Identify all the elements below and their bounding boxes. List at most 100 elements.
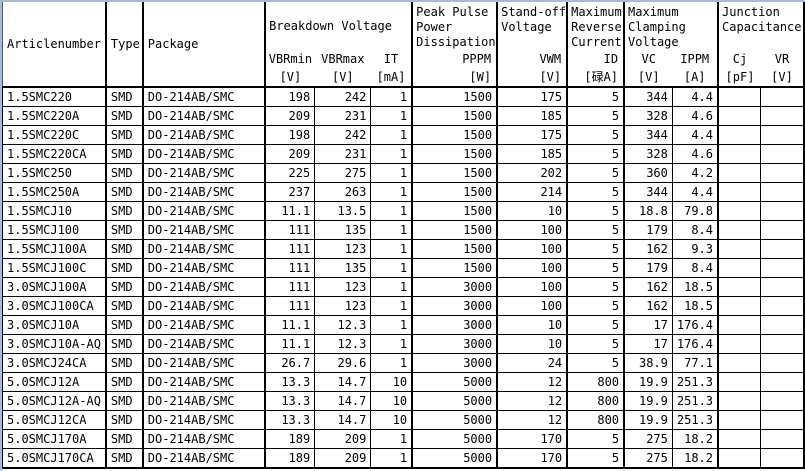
cell-articlenumber: 5.0SMCJ170A [1, 429, 107, 449]
cell-vr [760, 125, 805, 145]
cell-vr [760, 448, 805, 469]
cell-articlenumber: 3.0SMCJ24CA [1, 353, 107, 373]
col-header-articlenumber: Articlenumber [2, 2, 106, 88]
cell-vbr-min: 13.3 [264, 372, 316, 392]
cell-type: SMD [104, 429, 144, 449]
cell-vbr-max: 123 [314, 277, 372, 297]
cell-type: SMD [104, 277, 144, 297]
cell-vbr-max: 275 [314, 163, 372, 183]
cell-vbr-min: 13.3 [264, 410, 316, 430]
cell-ippm: 8.4 [671, 220, 719, 240]
cell-pppm: 1500 [411, 163, 498, 183]
group-header-junction-capacitance: Junction Capacitance [717, 2, 804, 50]
cell-cj [717, 353, 762, 373]
cell-vc: 179 [623, 220, 673, 240]
cell-vbr-max: 135 [314, 220, 372, 240]
cell-ippm: 4.2 [671, 163, 719, 183]
cell-vbr-max: 14.7 [314, 410, 372, 430]
cell-vr [760, 391, 805, 411]
sub-header-cj: Cj [717, 50, 761, 68]
cell-id: 5 [566, 163, 625, 183]
table-row: 1.5SMCJ100 SMD DO-214AB/SMC 111 135 1 1500 100 5… [1, 220, 805, 240]
table-row: 3.0SMCJ100A SMD DO-214AB/SMC 111 123 1 3000 100… [1, 277, 805, 297]
cell-vbr-min: 111 [264, 258, 316, 278]
cell-ippm: 4.4 [671, 86, 719, 107]
table-row: 5.0SMCJ12A-AQ SMD DO-214AB/SMC 13.3 14.7 10 50… [1, 391, 805, 411]
cell-articlenumber: 1.5SMC250A [1, 182, 107, 202]
cell-vc: 344 [623, 125, 673, 145]
cell-package: DO-214AB/SMC [141, 86, 266, 107]
cell-cj [717, 372, 762, 392]
cell-package: DO-214AB/SMC [141, 448, 266, 469]
cell-pppm: 3000 [411, 296, 498, 316]
cell-vr [760, 239, 805, 259]
cell-package: DO-214AB/SMC [141, 334, 266, 354]
cell-package: DO-214AB/SMC [141, 315, 266, 335]
cell-vc: 162 [623, 277, 673, 297]
cell-pppm: 3000 [411, 334, 498, 354]
cell-ippm: 251.3 [671, 410, 719, 430]
cell-vwm: 100 [496, 258, 568, 278]
cell-type: SMD [104, 334, 144, 354]
cell-id: 5 [566, 220, 625, 240]
cell-type: SMD [104, 391, 144, 411]
unit-ippm: [A] [672, 68, 719, 88]
cell-id: 5 [566, 125, 625, 145]
cell-vr [760, 334, 805, 354]
cell-vbr-max: 242 [314, 86, 372, 107]
cell-id: 800 [566, 372, 625, 392]
cell-vwm: 202 [496, 163, 568, 183]
cell-it: 10 [370, 391, 413, 411]
cell-it: 1 [370, 448, 413, 469]
sub-header-vc: VC [623, 50, 673, 68]
cell-cj [717, 163, 762, 183]
cell-vbr-max: 14.7 [314, 391, 372, 411]
cell-vbr-max: 209 [314, 448, 372, 469]
cell-vbr-max: 209 [314, 429, 372, 449]
cell-cj [717, 391, 762, 411]
cell-articlenumber: 5.0SMCJ12CA [1, 410, 107, 430]
cell-pppm: 1500 [411, 144, 498, 164]
cell-cj [717, 429, 762, 449]
sub-header-vbrmax: VBRmax [321, 52, 365, 66]
cell-vbr-min: 225 [264, 163, 316, 183]
cell-it: 10 [370, 372, 413, 392]
cell-vwm: 170 [496, 448, 568, 469]
cell-package: DO-214AB/SMC [141, 106, 266, 126]
cell-type: SMD [104, 315, 144, 335]
cell-vr [760, 429, 805, 449]
table-row: 1.5SMCJ100A SMD DO-214AB/SMC 111 123 1 1500 100… [1, 239, 805, 259]
cell-vbr-min: 111 [264, 220, 316, 240]
cell-vr [760, 277, 805, 297]
cell-articlenumber: 1.5SMCJ100A [1, 239, 107, 259]
cell-ippm: 18.2 [671, 448, 719, 469]
cell-id: 5 [566, 106, 625, 126]
cell-cj [717, 410, 762, 430]
sheet-edge-left [0, 0, 2, 471]
cell-vc: 344 [623, 182, 673, 202]
cell-type: SMD [104, 144, 144, 164]
cell-vbr-max: 263 [314, 182, 372, 202]
table-header: Articlenumber Type Package Breakdown Vol… [2, 2, 804, 88]
sub-header-id: ID [566, 50, 625, 68]
cell-ippm: 79.8 [671, 201, 719, 221]
unit-id: [碌A] [566, 68, 625, 88]
cell-vc: 275 [623, 429, 673, 449]
cell-vc: 328 [623, 106, 673, 126]
sub-header-ippm: IPPM [680, 52, 710, 66]
unit-cj: [pF] [717, 68, 761, 88]
cell-vwm: 12 [496, 391, 568, 411]
cell-it: 1 [370, 258, 413, 278]
cell-vr [760, 201, 805, 221]
cell-vbr-min: 198 [264, 125, 316, 145]
cell-type: SMD [104, 296, 144, 316]
group-header-standoff-voltage: Stand-off Voltage [496, 2, 568, 50]
cell-pppm: 3000 [411, 315, 498, 335]
col-header-package: Package [141, 2, 266, 88]
cell-vbr-max: 13.5 [314, 201, 372, 221]
cell-pppm: 5000 [411, 372, 498, 392]
cell-vc: 162 [623, 296, 673, 316]
cell-package: DO-214AB/SMC [141, 372, 266, 392]
cell-ippm: 4.6 [671, 144, 719, 164]
cell-it: 1 [370, 182, 413, 202]
